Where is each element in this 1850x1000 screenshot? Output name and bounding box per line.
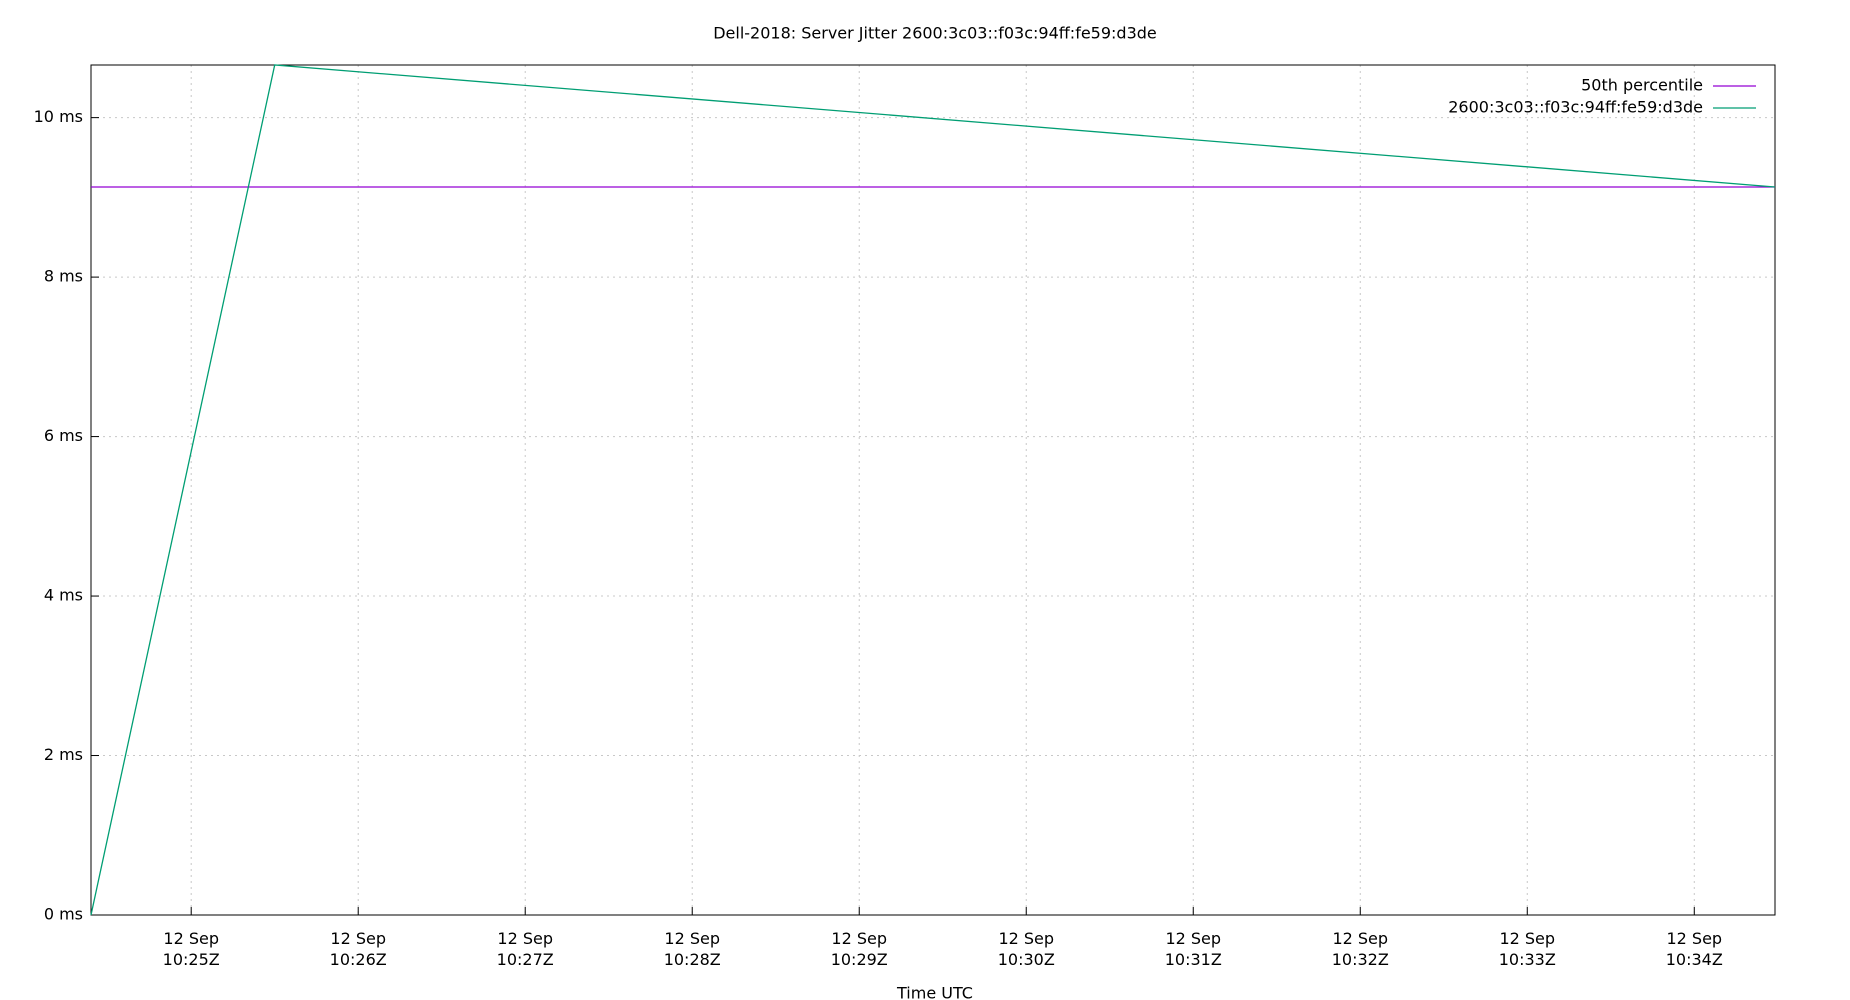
y-tick-label: 2 ms [44,745,83,764]
y-tick-label: 0 ms [44,905,83,924]
x-tick-label: 12 Sep 10:27Z [497,929,554,969]
series-line [90,64,1776,916]
x-tick-label-line: 12 Sep [998,929,1054,948]
legend-label: 50th percentile [1581,76,1703,95]
y-tick-label: 10 ms [34,107,83,126]
x-tick-label-line: 10:28Z [664,950,721,969]
x-tick-label-line: 12 Sep [163,929,219,948]
x-tick-label: 12 Sep 10:32Z [1332,929,1389,969]
x-tick-label-line: 12 Sep [1666,929,1722,948]
x-tick-label: 12 Sep 10:34Z [1666,929,1723,969]
plot-border [90,64,1776,916]
x-tick-label: 12 Sep 10:26Z [330,929,387,969]
x-tick-label-line: 12 Sep [497,929,553,948]
x-tick-label: 12 Sep 10:28Z [664,929,721,969]
x-tick-label: 12 Sep 10:30Z [998,929,1055,969]
x-tick-label-line: 12 Sep [330,929,386,948]
x-tick-label-line: 12 Sep [831,929,887,948]
y-tick-label: 8 ms [44,267,83,286]
x-tick-label: 12 Sep 10:33Z [1499,929,1556,969]
x-axis-title: Time UTC [896,984,973,1000]
x-tick-label-line: 12 Sep [1332,929,1388,948]
legend-label: 2600:3c03::f03c:94ff:fe59:d3de [1448,98,1703,117]
x-tick-label: 12 Sep 10:29Z [831,929,888,969]
chart-title: Dell-2018: Server Jitter 2600:3c03::f03c… [713,24,1157,43]
x-tick-label-line: 12 Sep [664,929,720,948]
x-tick-label-line: 10:30Z [998,950,1055,969]
x-tick-label-line: 10:29Z [831,950,888,969]
x-tick-label: 12 Sep 10:31Z [1165,929,1222,969]
y-tick-label: 4 ms [44,586,83,605]
x-tick-label-line: 10:31Z [1165,950,1222,969]
y-tick-label: 6 ms [44,426,83,445]
x-tick-label-line: 10:34Z [1666,950,1723,969]
x-tick-label-line: 12 Sep [1165,929,1221,948]
x-tick-label-line: 10:32Z [1332,950,1389,969]
x-tick-label-line: 12 Sep [1499,929,1555,948]
x-tick-label-line: 10:33Z [1499,950,1556,969]
x-tick-label-line: 10:25Z [163,950,220,969]
x-tick-label-line: 10:27Z [497,950,554,969]
x-tick-label-line: 10:26Z [330,950,387,969]
x-tick-label: 12 Sep 10:25Z [163,929,220,969]
